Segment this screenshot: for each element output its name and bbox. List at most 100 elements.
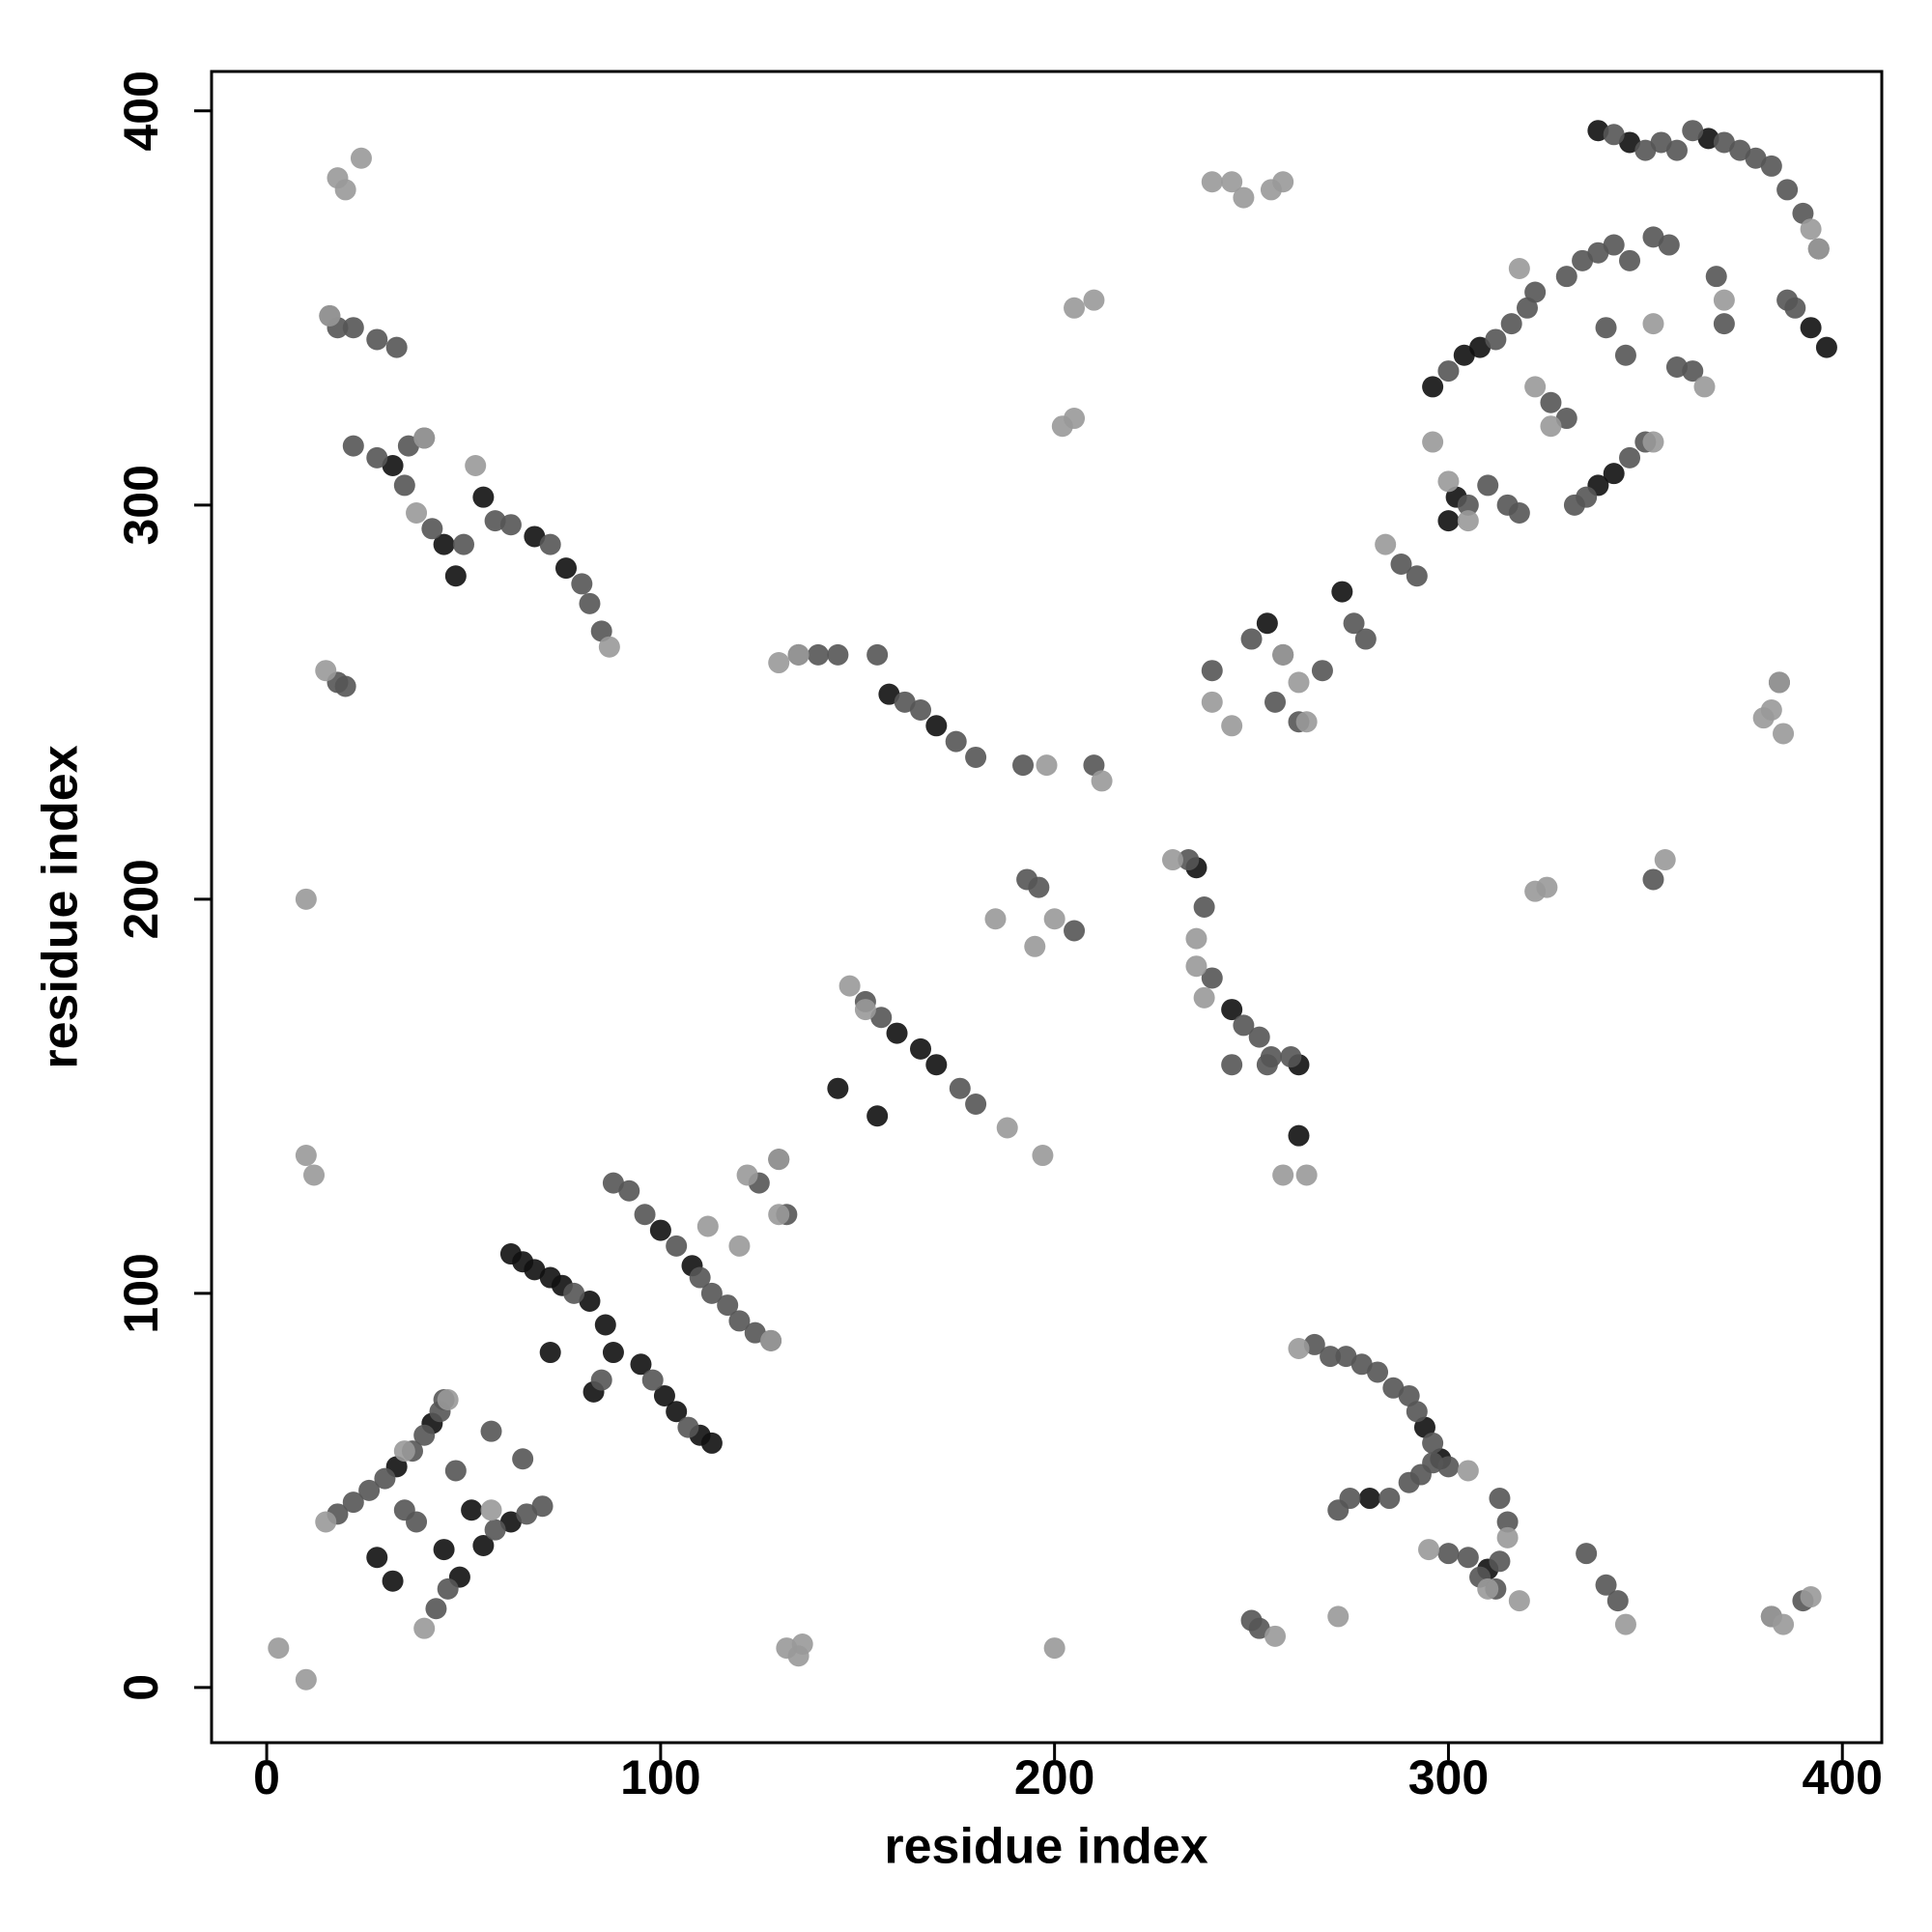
point — [366, 446, 388, 469]
point — [590, 1369, 612, 1391]
point — [393, 1440, 415, 1463]
point — [1418, 1539, 1440, 1561]
point — [1634, 139, 1657, 161]
point — [1221, 171, 1243, 193]
point — [1272, 643, 1294, 666]
point — [1083, 289, 1105, 311]
point — [1800, 1586, 1822, 1608]
point — [1457, 510, 1479, 532]
point — [1422, 1432, 1444, 1454]
point — [1028, 876, 1050, 898]
point — [827, 1077, 849, 1099]
point — [630, 1353, 652, 1376]
point — [1713, 313, 1735, 335]
point — [996, 1117, 1018, 1139]
point — [634, 1204, 656, 1226]
point — [1606, 1590, 1629, 1612]
point — [334, 675, 356, 697]
point — [579, 1291, 601, 1313]
point — [598, 636, 620, 658]
point — [1083, 754, 1105, 777]
point — [1406, 565, 1428, 587]
point — [910, 698, 932, 721]
point — [366, 1547, 388, 1569]
point — [1576, 486, 1598, 508]
point — [1555, 408, 1577, 430]
point — [524, 1259, 546, 1281]
point — [1248, 1617, 1270, 1639]
point — [1800, 317, 1822, 339]
point — [1516, 297, 1538, 319]
point — [1713, 289, 1735, 311]
point — [791, 1633, 813, 1655]
point — [1508, 501, 1530, 524]
x-tick-label: 0 — [253, 1750, 280, 1804]
point — [689, 1266, 711, 1289]
point — [1729, 139, 1751, 161]
point — [512, 1448, 534, 1470]
point — [1614, 344, 1636, 366]
point — [1375, 533, 1397, 555]
point — [1201, 691, 1223, 713]
point — [1288, 1337, 1310, 1359]
point — [1642, 313, 1664, 335]
point — [406, 501, 428, 524]
point — [768, 652, 790, 674]
point — [1367, 1361, 1389, 1383]
point — [334, 179, 356, 201]
point — [563, 1282, 585, 1304]
point — [555, 557, 578, 580]
point — [1256, 612, 1278, 635]
point — [910, 1037, 932, 1060]
point — [1496, 1511, 1519, 1533]
point — [461, 1499, 483, 1521]
point — [1457, 494, 1479, 516]
point — [1453, 344, 1475, 366]
point — [1540, 415, 1562, 438]
point — [827, 643, 849, 666]
point — [1457, 1460, 1479, 1482]
point — [666, 1235, 688, 1257]
point — [641, 1369, 664, 1391]
point — [1587, 242, 1609, 264]
point — [1064, 408, 1086, 430]
point — [1792, 202, 1814, 224]
point — [1248, 1026, 1270, 1048]
point — [1815, 336, 1837, 358]
point — [1343, 612, 1365, 635]
point — [854, 999, 876, 1021]
point — [768, 1149, 790, 1171]
point — [1311, 660, 1333, 682]
x-tick-label: 200 — [1014, 1750, 1094, 1804]
point — [1354, 628, 1377, 650]
point — [366, 328, 388, 351]
point — [1642, 431, 1664, 453]
point — [925, 715, 948, 737]
point — [1489, 1488, 1511, 1510]
point — [1619, 446, 1641, 469]
point — [1390, 554, 1412, 576]
point — [1572, 249, 1594, 271]
point — [1603, 124, 1625, 146]
y-axis-label: residue index — [33, 745, 89, 1068]
point — [1382, 1377, 1405, 1399]
point — [571, 573, 593, 595]
point — [787, 643, 810, 666]
x-tick-label: 100 — [620, 1750, 700, 1804]
point — [499, 514, 522, 536]
point — [342, 317, 364, 339]
point — [949, 1077, 971, 1099]
y-tick-label: 400 — [114, 71, 168, 151]
point — [1508, 258, 1530, 280]
point — [1091, 770, 1113, 792]
point — [1807, 238, 1830, 260]
point — [1642, 868, 1664, 891]
point — [602, 1172, 624, 1194]
point — [1654, 849, 1676, 871]
point — [425, 1598, 447, 1620]
point — [984, 908, 1007, 930]
point — [472, 1534, 495, 1556]
x-tick-label: 400 — [1803, 1750, 1883, 1804]
point — [579, 592, 601, 614]
point — [590, 620, 612, 642]
